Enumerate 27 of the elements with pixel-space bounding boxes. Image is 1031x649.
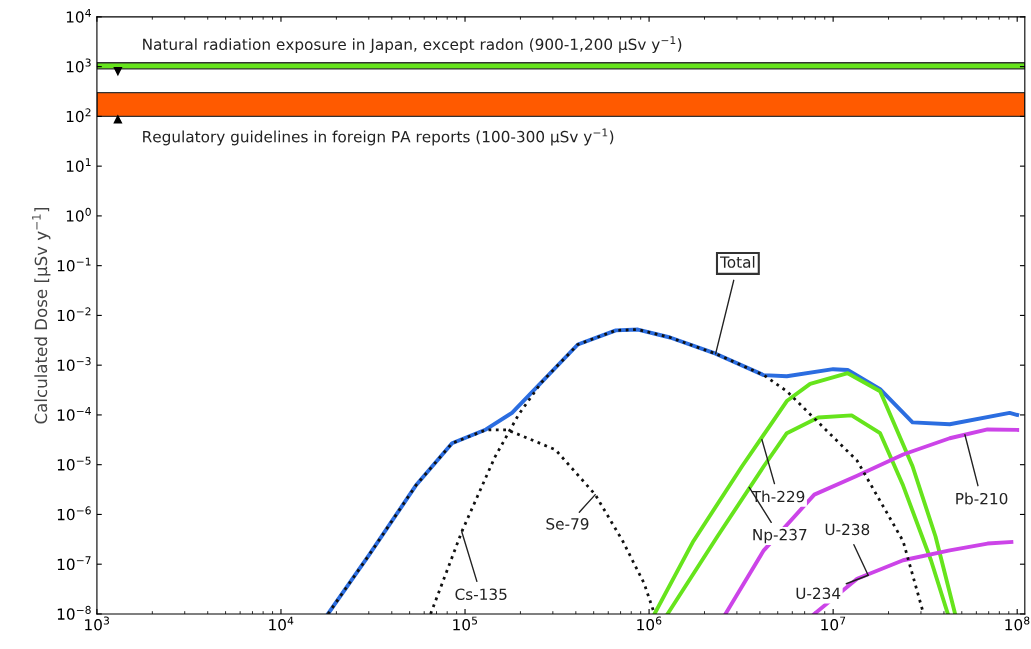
x-tick-label: 10$^{6}$: [637, 616, 662, 631]
y-tick-label: 10$^{1}$: [66, 158, 91, 173]
x-tick-label: 10$^{4}$: [269, 616, 294, 631]
x-tick-label: 10$^{5}$: [453, 616, 478, 631]
y-tick-label: 10$^{−3}$: [57, 357, 91, 372]
y-tick-label: 10$^{3}$: [66, 58, 91, 73]
band-label: Regulatory guidelines in foreign PA reports (100-300 μSv y$^{−1}$): [143, 128, 614, 146]
x-tick-label: 10$^{7}$: [821, 616, 846, 631]
annotation: U-238: [825, 523, 870, 536]
y-tick-label: 10$^{−7}$: [57, 556, 91, 571]
y-tick-label: 10$^{−4}$: [57, 406, 91, 421]
band-label: Natural radiation exposure in Japan, except radon (900-1,200 μSv y$^{−1}$): [143, 36, 682, 54]
y-tick-label: 10$^{4}$: [66, 8, 91, 23]
annotation: Total: [720, 256, 755, 268]
annotation: Se-79: [546, 518, 589, 530]
y-tick-label: 10$^{−1}$: [57, 257, 91, 272]
y-tick-label: 10$^{−2}$: [57, 307, 91, 322]
annotation: U-234: [796, 587, 841, 600]
y-tick-label: 10$^{−6}$: [57, 506, 91, 521]
x-tick-label: 10$^{8}$: [1005, 616, 1030, 631]
annotation: Np-237: [753, 528, 807, 544]
y-tick-label: 10$^{0}$: [66, 207, 91, 222]
y-tick-label: 10$^{−5}$: [57, 456, 91, 471]
annotation: Pb-210: [956, 492, 1008, 505]
annotation: Cs-135: [455, 588, 507, 601]
y-tick-label: 10$^{2}$: [66, 108, 91, 123]
y-axis-title: Calculated Dose [μSv y$^{−1}$]: [32, 207, 51, 424]
